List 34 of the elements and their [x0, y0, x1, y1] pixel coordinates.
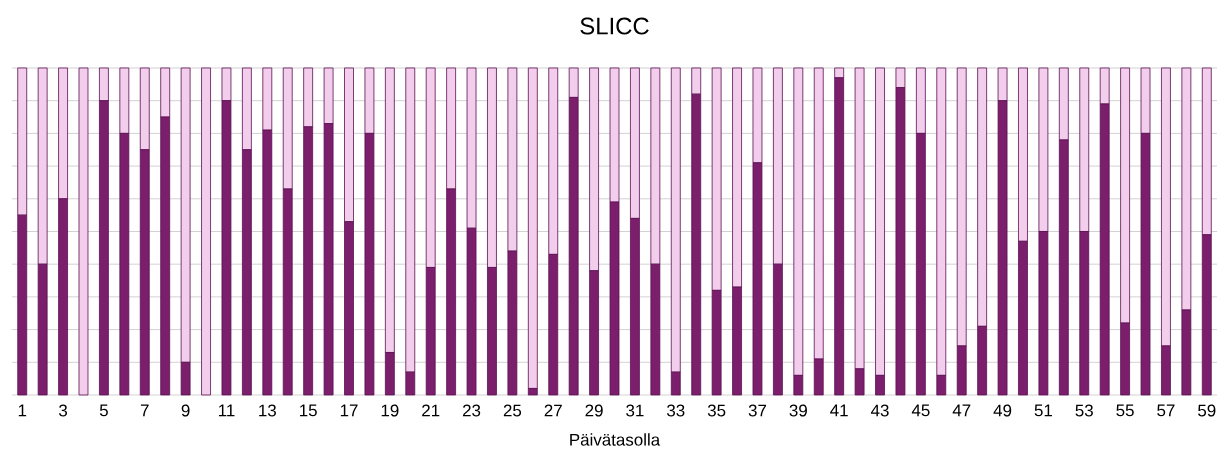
x-tick-label: 25 — [503, 404, 522, 417]
x-tick-label: 47 — [952, 404, 971, 417]
x-tick-label: 43 — [870, 404, 889, 417]
x-tick-label: 21 — [422, 404, 440, 417]
x-tick-label: 3 — [59, 404, 68, 417]
x-tick-label: 27 — [544, 404, 562, 417]
x-tick-label: 13 — [259, 404, 276, 417]
x-tick-label: 29 — [585, 404, 603, 417]
x-tick-label: 19 — [381, 404, 399, 417]
x-tick-label: 39 — [789, 404, 807, 417]
bar — [78, 67, 89, 396]
x-tick-label: 15 — [300, 404, 317, 417]
x-tick-label: 23 — [462, 404, 481, 417]
x-tick-label: 35 — [707, 404, 726, 417]
x-tick-label: 53 — [1075, 404, 1093, 417]
x-tick-label: 51 — [1034, 404, 1052, 417]
x-tick-label: 45 — [911, 404, 930, 417]
x-tick-label: 1 — [18, 404, 27, 417]
x-tick-label: 33 — [667, 404, 685, 417]
bar — [201, 67, 211, 396]
x-tick-label: 57 — [1157, 404, 1175, 417]
x-tick-label: 5 — [99, 404, 108, 417]
x-tick-label: 37 — [748, 404, 767, 417]
x-tick-label: 7 — [140, 404, 149, 417]
x-axis-title: Päivätasolla — [570, 433, 661, 446]
x-tick-label: 31 — [626, 404, 644, 417]
x-tick-label: 41 — [830, 404, 848, 417]
x-tick-label: 17 — [340, 404, 358, 417]
x-tick-label: 11 — [218, 404, 235, 417]
x-tick-label: 9 — [181, 404, 190, 417]
x-tick-label: 49 — [993, 404, 1012, 417]
chart-title: SLICC — [580, 17, 649, 35]
x-tick-label: 59 — [1198, 404, 1216, 417]
x-tick-label: 55 — [1116, 404, 1134, 417]
